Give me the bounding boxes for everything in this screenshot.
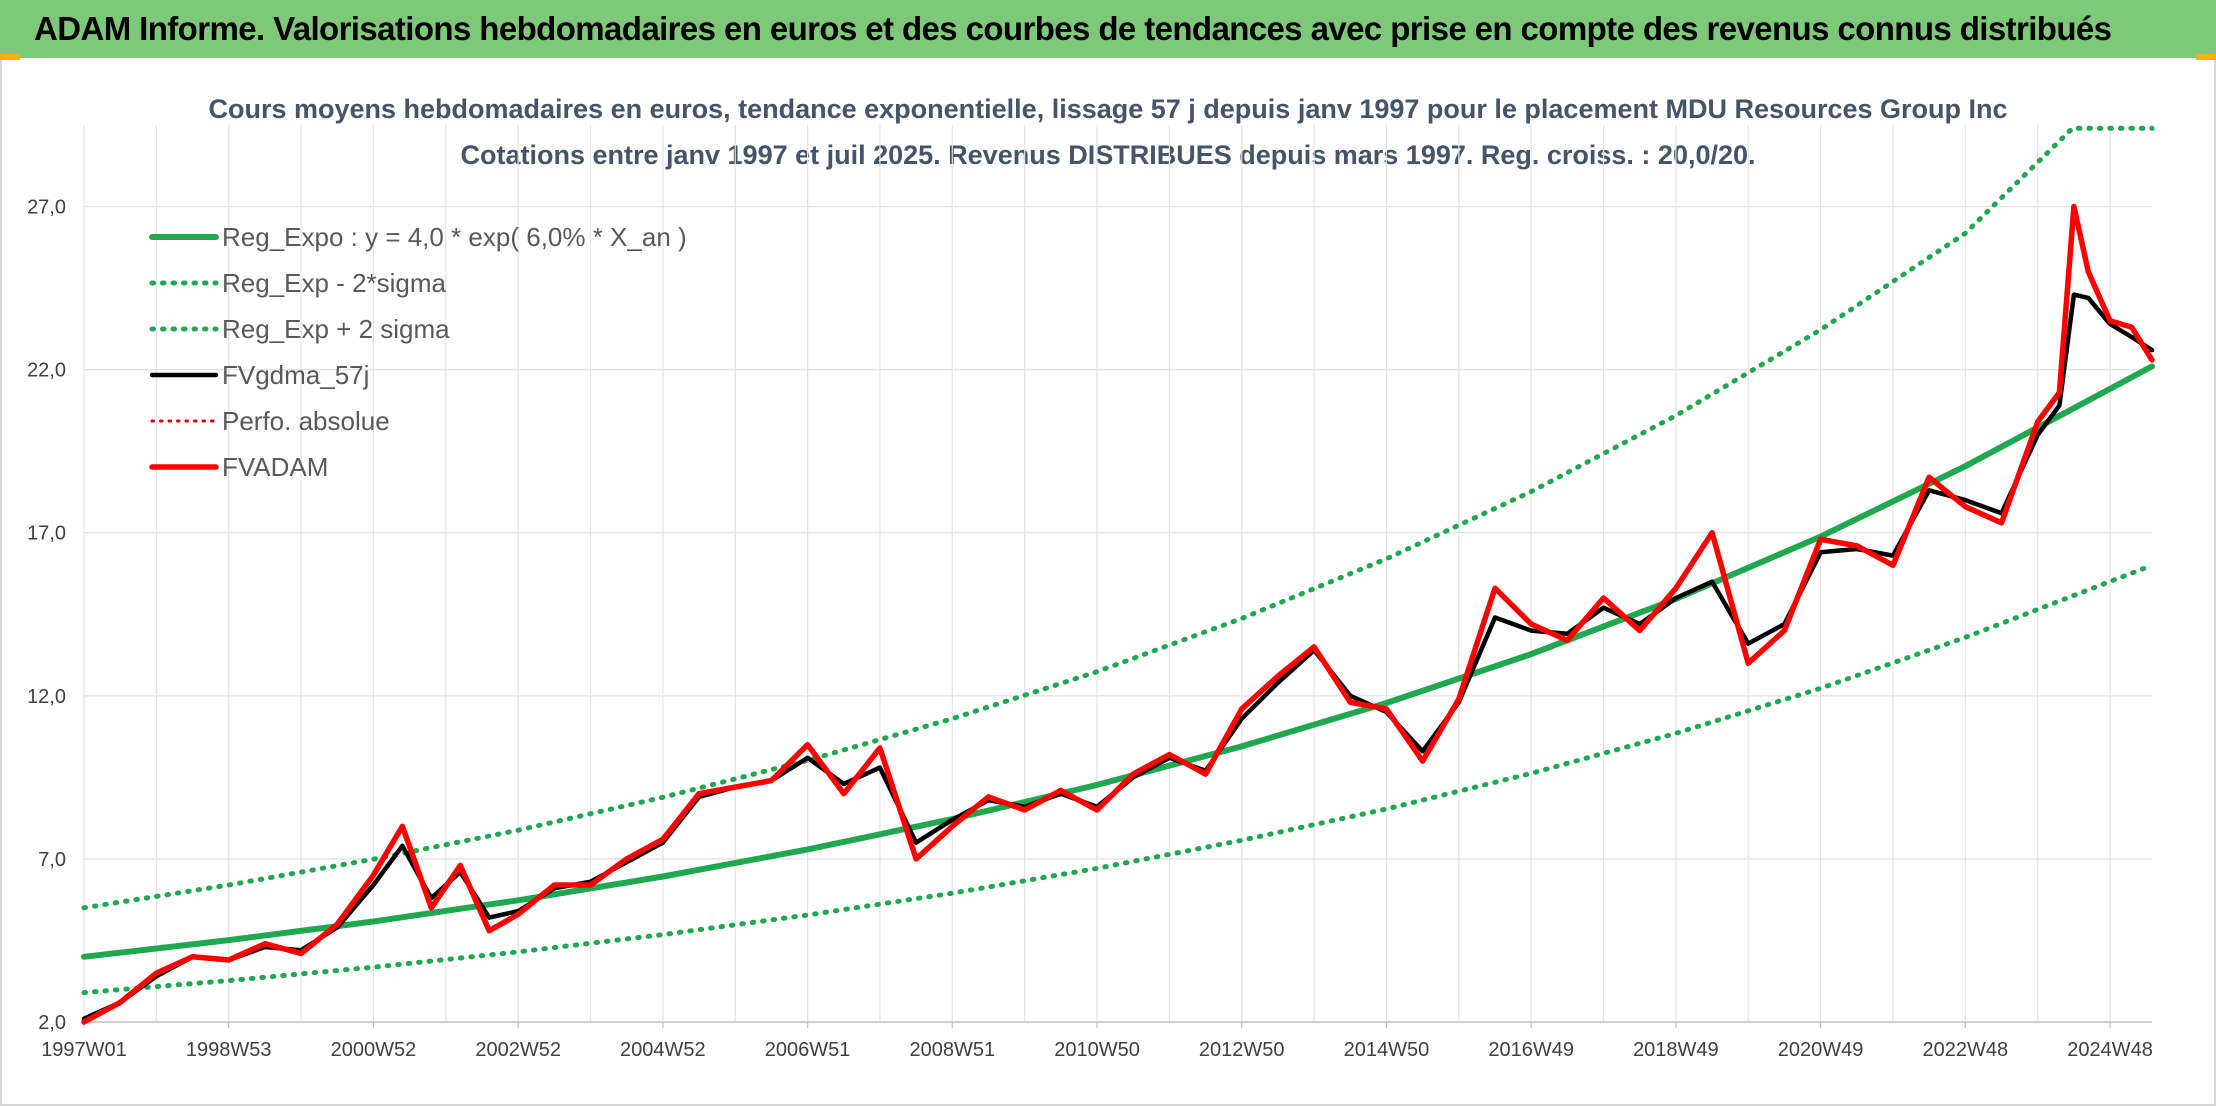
x-tick-label: 2014W50 (1344, 1039, 1430, 1061)
series-line-1 (81, 562, 2155, 996)
x-tick-label: 2008W51 (909, 1039, 995, 1061)
report-title: ADAM Informe. Valorisations hebdomadaire… (34, 10, 2112, 47)
chart-title: Cours moyens hebdomadaires en euros, ten… (208, 94, 2007, 124)
chart-subtitle: Cotations entre janv 1997 et juil 2025. … (460, 140, 1755, 170)
series-line-3 (81, 292, 2155, 1021)
x-tick-label: 2004W52 (620, 1039, 706, 1061)
x-tick-label: 1997W01 (41, 1039, 127, 1061)
y-tick-label: 17,0 (27, 523, 66, 545)
series-layer (81, 125, 2155, 1025)
banner-accent-right (2196, 54, 2216, 60)
legend-label: FVADAM (222, 452, 328, 482)
x-tick-label: 2010W50 (1054, 1039, 1140, 1061)
x-tick-label: 2002W52 (475, 1039, 561, 1061)
x-tick-label: 2012W50 (1199, 1039, 1285, 1061)
x-tick-label: 2018W49 (1633, 1039, 1719, 1061)
legend-label: Perfo. absolue (222, 406, 390, 436)
report-banner: ADAM Informe. Valorisations hebdomadaire… (0, 0, 2216, 60)
y-tick-label: 27,0 (27, 197, 66, 219)
series-line-2 (81, 125, 2155, 911)
y-tick-label: 12,0 (27, 686, 66, 708)
x-tick-label: 2020W49 (1778, 1039, 1864, 1061)
legend-label: Reg_Exp + 2 sigma (222, 314, 450, 344)
x-tick-label: 1998W53 (186, 1039, 272, 1061)
banner-accent-left (0, 54, 20, 60)
y-tick-label: 22,0 (27, 360, 66, 382)
x-tick-label: 2006W51 (765, 1039, 851, 1061)
series-line-0 (81, 363, 2155, 960)
legend-label: FVgdma_57j (222, 360, 369, 390)
y-tick-label: 2,0 (38, 1012, 66, 1034)
legend: Reg_Expo : y = 4,0 * exp( 6,0% * X_an ) R… (149, 222, 687, 482)
x-tick-label: 2022W48 (1923, 1039, 2009, 1061)
legend-label: Reg_Expo : y = 4,0 * exp( 6,0% * X_an ) (222, 222, 687, 252)
series-line-5 (81, 203, 2155, 1025)
legend-label: Reg_Exp - 2*sigma (222, 268, 447, 298)
grid (83, 125, 2152, 1023)
x-tick-label: 2016W49 (1488, 1039, 1574, 1061)
axes: 2,0 7,0 12,0 17,0 22,0 27,0 1997W01 1998W53 2000… (27, 197, 2153, 1061)
x-tick-label: 2024W48 (2067, 1039, 2153, 1061)
y-tick-label: 7,0 (38, 849, 66, 871)
x-tick-label: 2000W52 (331, 1039, 417, 1061)
